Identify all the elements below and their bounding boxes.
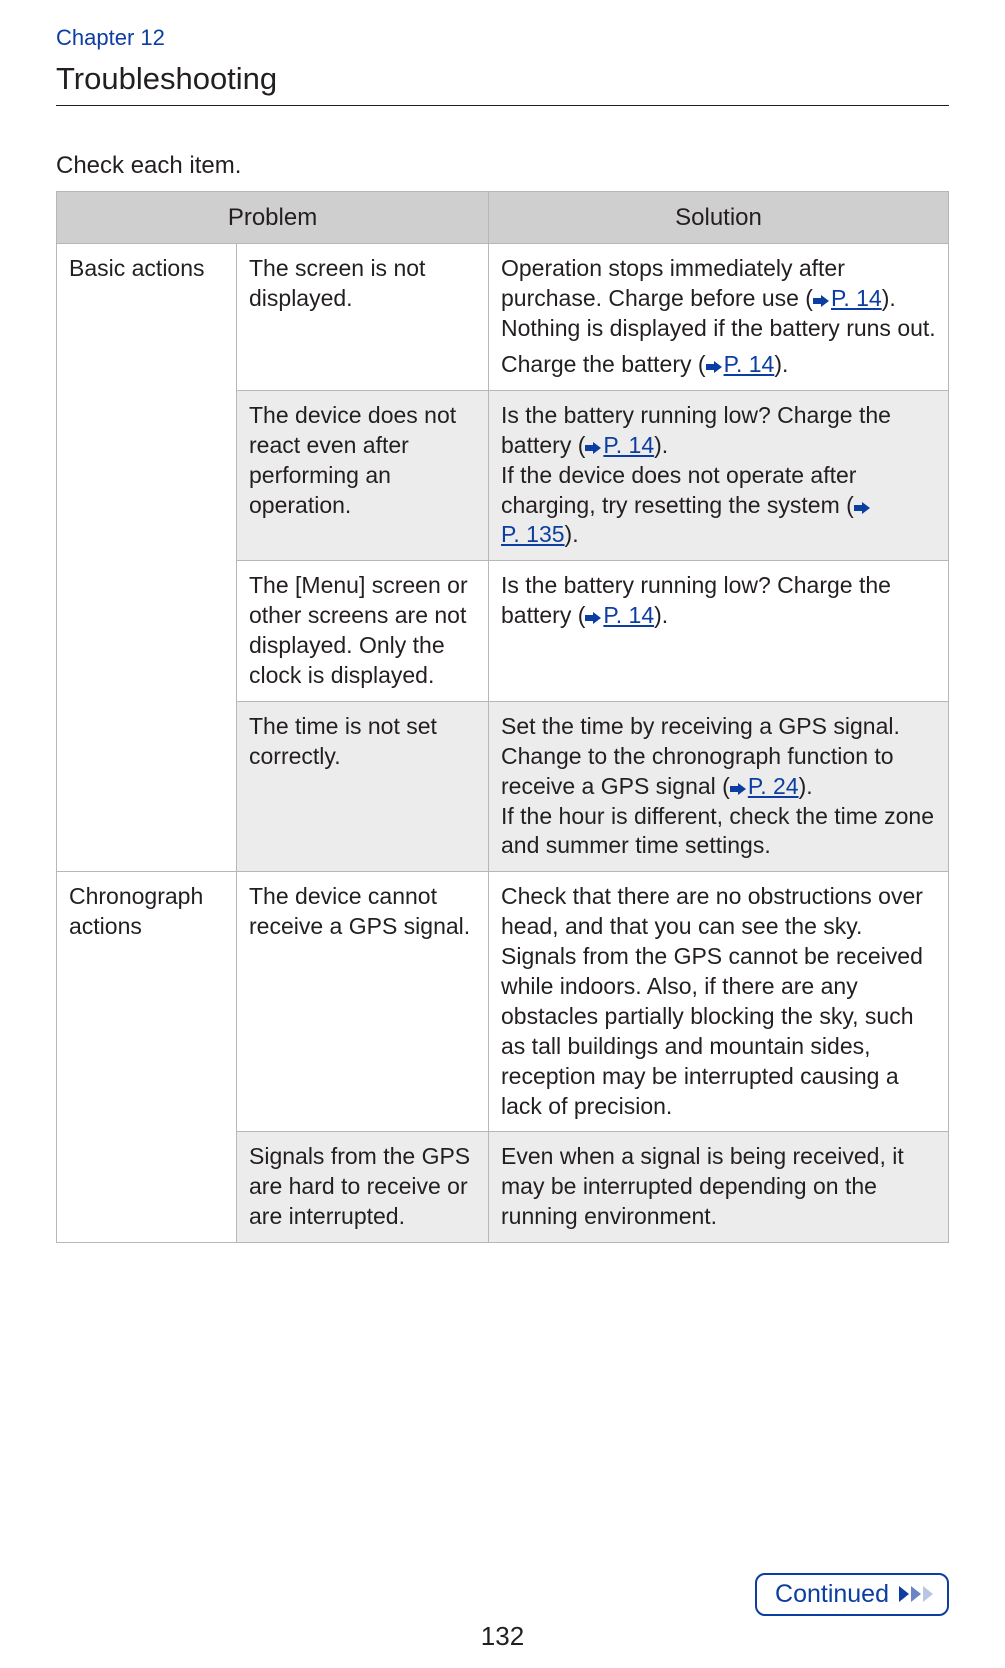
problem-cell: Signals from the GPS are hard to receive… bbox=[237, 1132, 489, 1243]
solution-text: Operation stops immediately after purcha… bbox=[501, 255, 845, 311]
solution-text: Nothing is displayed if the battery runs… bbox=[501, 314, 936, 344]
arrow-right-icon bbox=[854, 501, 870, 515]
triangle-group-icon bbox=[899, 1586, 933, 1602]
solution-text-line: Charge the battery ( P. 14). bbox=[501, 350, 936, 380]
solution-text-line: If the device does not operate after cha… bbox=[501, 461, 936, 551]
problem-cell: The device does not react even after per… bbox=[237, 390, 489, 560]
page-ref-link[interactable]: P. 14 bbox=[603, 602, 654, 628]
arrow-right-icon bbox=[585, 441, 601, 455]
solution-text: ). bbox=[799, 773, 813, 799]
page-number: 132 bbox=[0, 1620, 1005, 1654]
continued-label: Continued bbox=[775, 1578, 889, 1611]
header-solution: Solution bbox=[489, 192, 949, 244]
page-ref-link[interactable]: P. 135 bbox=[501, 521, 565, 547]
triangle-icon bbox=[923, 1586, 933, 1602]
triangle-icon bbox=[899, 1586, 909, 1602]
solution-cell: Is the battery running low? Charge the b… bbox=[489, 561, 949, 702]
category-cell: Chronograph actions bbox=[57, 872, 237, 1243]
arrow-right-icon bbox=[730, 782, 746, 796]
chapter-label: Chapter 12 bbox=[56, 24, 949, 53]
problem-cell: The screen is not displayed. bbox=[237, 244, 489, 391]
solution-cell: Check that there are no obstructions ove… bbox=[489, 872, 949, 1132]
page-ref-link[interactable]: P. 24 bbox=[748, 773, 799, 799]
solution-text: Is the battery running low? Charge the b… bbox=[501, 402, 891, 458]
table-row: Basic actions The screen is not displaye… bbox=[57, 244, 949, 391]
category-cell: Basic actions bbox=[57, 244, 237, 872]
solution-cell: Set the time by receiving a GPS signal. … bbox=[489, 701, 949, 871]
title-rule bbox=[56, 105, 949, 106]
solution-text: ). bbox=[654, 432, 668, 458]
table-row: Chronograph actions The device cannot re… bbox=[57, 872, 949, 1132]
solution-text: If the hour is different, check the time… bbox=[501, 802, 936, 862]
solution-cell: Is the battery running low? Charge the b… bbox=[489, 390, 949, 560]
continued-badge[interactable]: Continued bbox=[755, 1573, 949, 1617]
problem-cell: The [Menu] screen or other screens are n… bbox=[237, 561, 489, 702]
problem-cell: The time is not set correctly. bbox=[237, 701, 489, 871]
solution-text: Is the battery running low? Charge the b… bbox=[501, 572, 891, 628]
page-ref-link[interactable]: P. 14 bbox=[724, 351, 775, 377]
triangle-icon bbox=[911, 1586, 921, 1602]
solution-text: ). bbox=[774, 351, 788, 377]
page-ref-link[interactable]: P. 14 bbox=[831, 285, 882, 311]
troubleshooting-table: Problem Solution Basic actions The scree… bbox=[56, 191, 949, 1243]
page-content: Chapter 12 Troubleshooting Check each it… bbox=[0, 0, 1005, 1243]
arrow-right-icon bbox=[706, 360, 722, 374]
solution-text: ). bbox=[565, 521, 579, 547]
header-problem: Problem bbox=[57, 192, 489, 244]
solution-text: ). bbox=[654, 602, 668, 628]
solution-text: Set the time by receiving a GPS signal. … bbox=[501, 713, 900, 799]
arrow-right-icon bbox=[585, 611, 601, 625]
solution-text: If the device does not operate after cha… bbox=[501, 462, 856, 518]
problem-cell: The device cannot receive a GPS signal. bbox=[237, 872, 489, 1132]
intro-text: Check each item. bbox=[56, 150, 949, 181]
table-header-row: Problem Solution bbox=[57, 192, 949, 244]
solution-cell: Even when a signal is being received, it… bbox=[489, 1132, 949, 1243]
solution-text: ). bbox=[882, 285, 896, 311]
arrow-right-icon bbox=[813, 294, 829, 308]
page-ref-link[interactable]: P. 14 bbox=[603, 432, 654, 458]
chapter-title: Troubleshooting bbox=[56, 59, 949, 99]
solution-cell: Operation stops immediately after purcha… bbox=[489, 244, 949, 391]
solution-text: Charge the battery ( bbox=[501, 351, 706, 377]
